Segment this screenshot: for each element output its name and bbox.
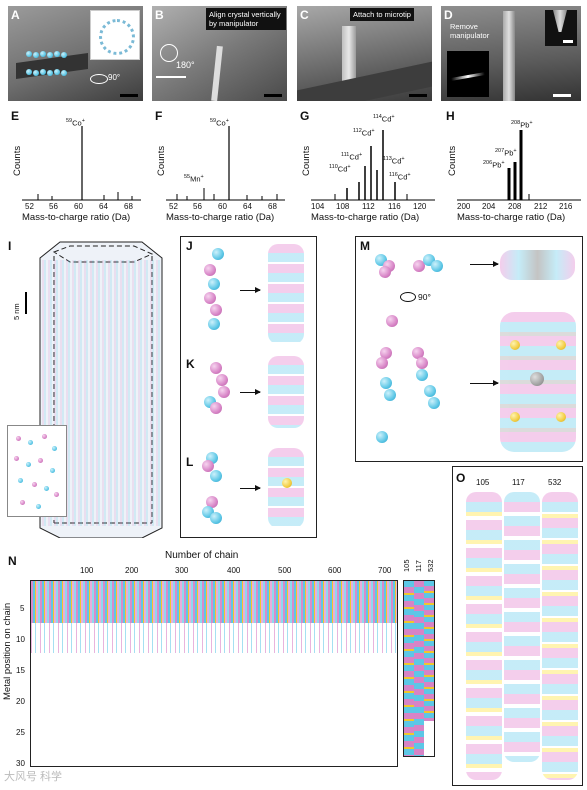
o-chain-532 [542,492,578,780]
panel-c-image [297,6,432,101]
n-top-title: Number of chain [165,550,239,561]
n-dense-band [31,581,397,623]
cluster-bottom-left [372,315,442,450]
n-chain-strips [403,580,435,757]
panel-d-caption: Remove manipulator [450,22,490,40]
cluster-top-right [500,250,575,280]
panel-a-image: 90° [8,6,143,101]
cluster-bottom-right [500,312,576,452]
peak-label: 55Mn+ [184,174,204,184]
peak-label: 114Cd+ [373,114,395,124]
x-axis-label: Mass-to-charge ratio (Da) [457,212,566,223]
spectrum-g: G Counts 114Cd+ 112Cd+ 111Cd+ 113Cd+ 110… [297,108,437,223]
scale-bar-vertical [25,292,27,314]
diffraction-inset [447,51,489,97]
chain-k-left [198,362,232,422]
n-chain-label-105: 105 [402,559,411,572]
panel-letter-j: J [186,239,193,253]
n-y-axis-label: Metal position on chain [2,602,13,700]
scale-bar [120,94,138,97]
n-sparse-tail [31,623,397,653]
peak-label: 113Cd+ [383,156,405,166]
arrow-icon [470,380,499,386]
watermark: 大风号 科学 [4,771,63,783]
panel-letter-f: F [155,109,163,123]
panel-letter-i: I [8,239,12,253]
spectrum-h-plot [457,130,581,201]
panel-d-image [441,6,581,101]
reconstruction-outline [39,241,163,539]
n-chain-label-117: 117 [414,560,423,572]
panel-c-caption: Attach to microtip [350,8,414,21]
peak-label: 112Cd+ [353,128,375,138]
o-chain-label-532: 532 [548,478,562,487]
ring-inset [90,10,140,60]
spectrum-g-plot [311,130,435,201]
peak-label: 208Pb+ [511,120,533,130]
chain-l-left [202,452,228,528]
spectrum-f: F Counts 59Co+ 55Mn+ 52 56 60 64 68 Mass-to-… [152,108,287,223]
cluster-top-left [375,250,455,280]
arrow-icon [240,485,261,491]
rotation-circle-icon [160,44,178,62]
panel-letter-e: E [11,109,20,123]
chain-j-right [268,244,304,344]
peak-label: 206Pb+ [483,160,505,170]
peak-label: 110Cd+ [329,164,351,174]
peak-label: 111Cd+ [341,152,363,162]
chain-l-right [268,448,304,528]
arrow-icon [156,76,186,78]
arrow-icon [240,389,261,395]
panel-letter-m: M [360,239,370,253]
arrow-icon [470,261,499,267]
o-chain-label-117: 117 [512,478,525,487]
scale-label: 5 nm [12,303,21,320]
scale-bar [409,94,427,97]
scale-bar [264,94,282,97]
o-chain-117 [504,492,540,762]
peak-label: 59Co+ [66,118,85,128]
panel-letter-c: C [300,8,309,22]
o-chain-105 [466,492,502,780]
x-axis-label: Mass-to-charge ratio (Da) [311,212,420,223]
x-axis-label: Mass-to-charge ratio (Da) [166,212,275,223]
panel-letter-a: A [11,8,20,22]
panel-letter-h: H [446,109,455,123]
n-chain-label-532: 532 [426,559,435,572]
chain-k-right [268,356,304,428]
scale-bar [553,94,571,97]
panel-letter-g: G [300,109,310,123]
peak-label: 59Co+ [210,118,229,128]
panel-letter-k: K [186,357,195,371]
panel-b-caption: Align crystal vertically by manipulator [206,8,286,30]
n-heatmap [30,580,398,767]
x-axis-label: Mass-to-charge ratio (Da) [22,212,131,223]
peak-label: 116Cd+ [389,172,411,182]
spectrum-e: E Counts 59Co+ 52 56 60 64 68 Mass-to-charge… [8,108,143,223]
rotation-label: 90° [418,292,431,302]
angle-label: 180° [176,60,195,70]
crystal-lattice-overlay [26,51,76,81]
rotation-arrow-icon [90,74,108,84]
arrow-icon [240,287,261,293]
tip-inset [545,10,577,46]
panel-letter-d: D [444,8,453,22]
panel-letter-o: O [456,471,466,485]
zoom-inset [7,425,67,517]
o-chain-label-105: 105 [476,478,490,487]
rotation-label: 90° [108,73,121,82]
peak-label: 207Pb+ [495,148,517,158]
panel-letter-b: B [155,8,164,22]
spectrum-f-plot [166,126,285,201]
panel-letter-l: L [186,455,194,469]
panel-letter-n: N [8,554,17,568]
spectrum-h: H Counts 208Pb+ 207Pb+ 206Pb+ 200 204 208 2… [443,108,583,223]
chain-j-left [198,248,228,338]
rotate-axis-icon [400,292,416,302]
spectrum-e-plot [22,126,141,201]
